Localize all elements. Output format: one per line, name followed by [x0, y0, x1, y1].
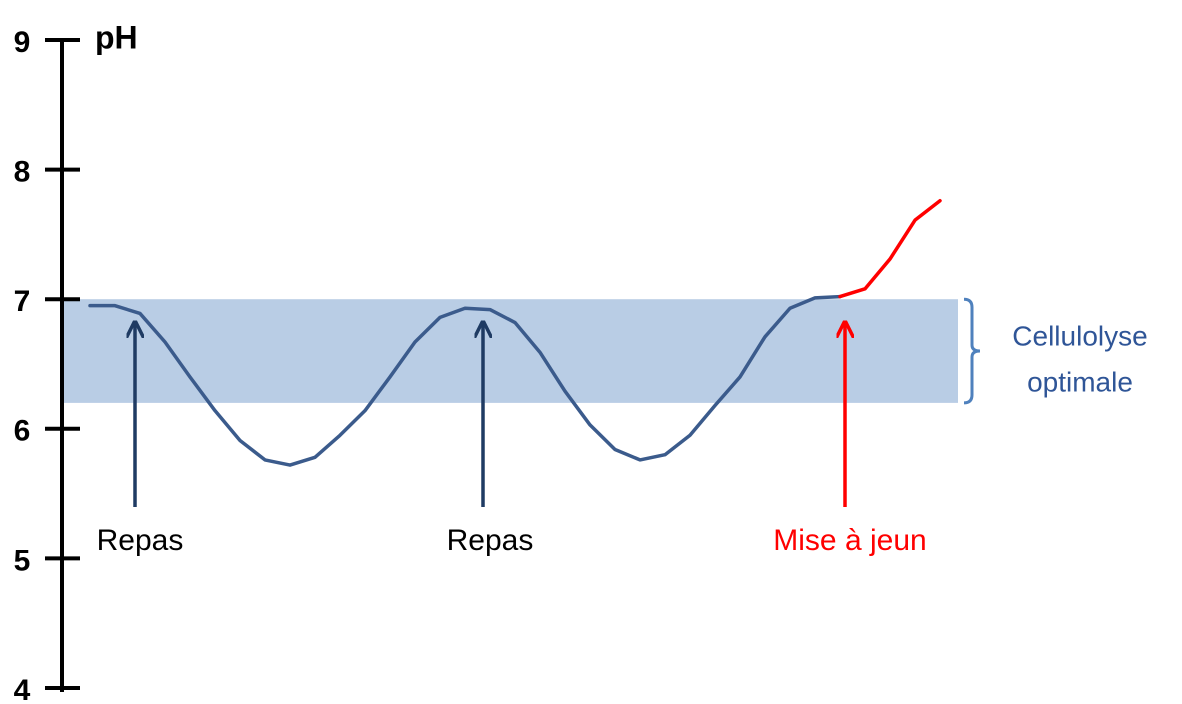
ph-curve: [88, 294, 842, 467]
y-tick-label: 8: [14, 156, 31, 189]
band-layer: [62, 299, 958, 403]
optimal-band: [62, 299, 958, 403]
y-axis-label: pH: [95, 19, 138, 55]
y-tick-label: 9: [14, 26, 31, 59]
y-tick-label: 7: [14, 285, 31, 318]
band-label: Cellulolyse: [1012, 320, 1147, 351]
band-bracket: [963, 297, 981, 405]
annotation-label: Repas: [97, 524, 184, 557]
annotation-label: Mise à jeun: [773, 524, 926, 557]
ph-curve: [838, 198, 942, 299]
y-tick-label: 5: [14, 544, 31, 577]
annotation-label: Repas: [447, 524, 534, 557]
y-tick-label: 6: [14, 415, 31, 448]
y-tick-label: 4: [14, 674, 31, 704]
band-label: optimale: [1027, 366, 1133, 397]
